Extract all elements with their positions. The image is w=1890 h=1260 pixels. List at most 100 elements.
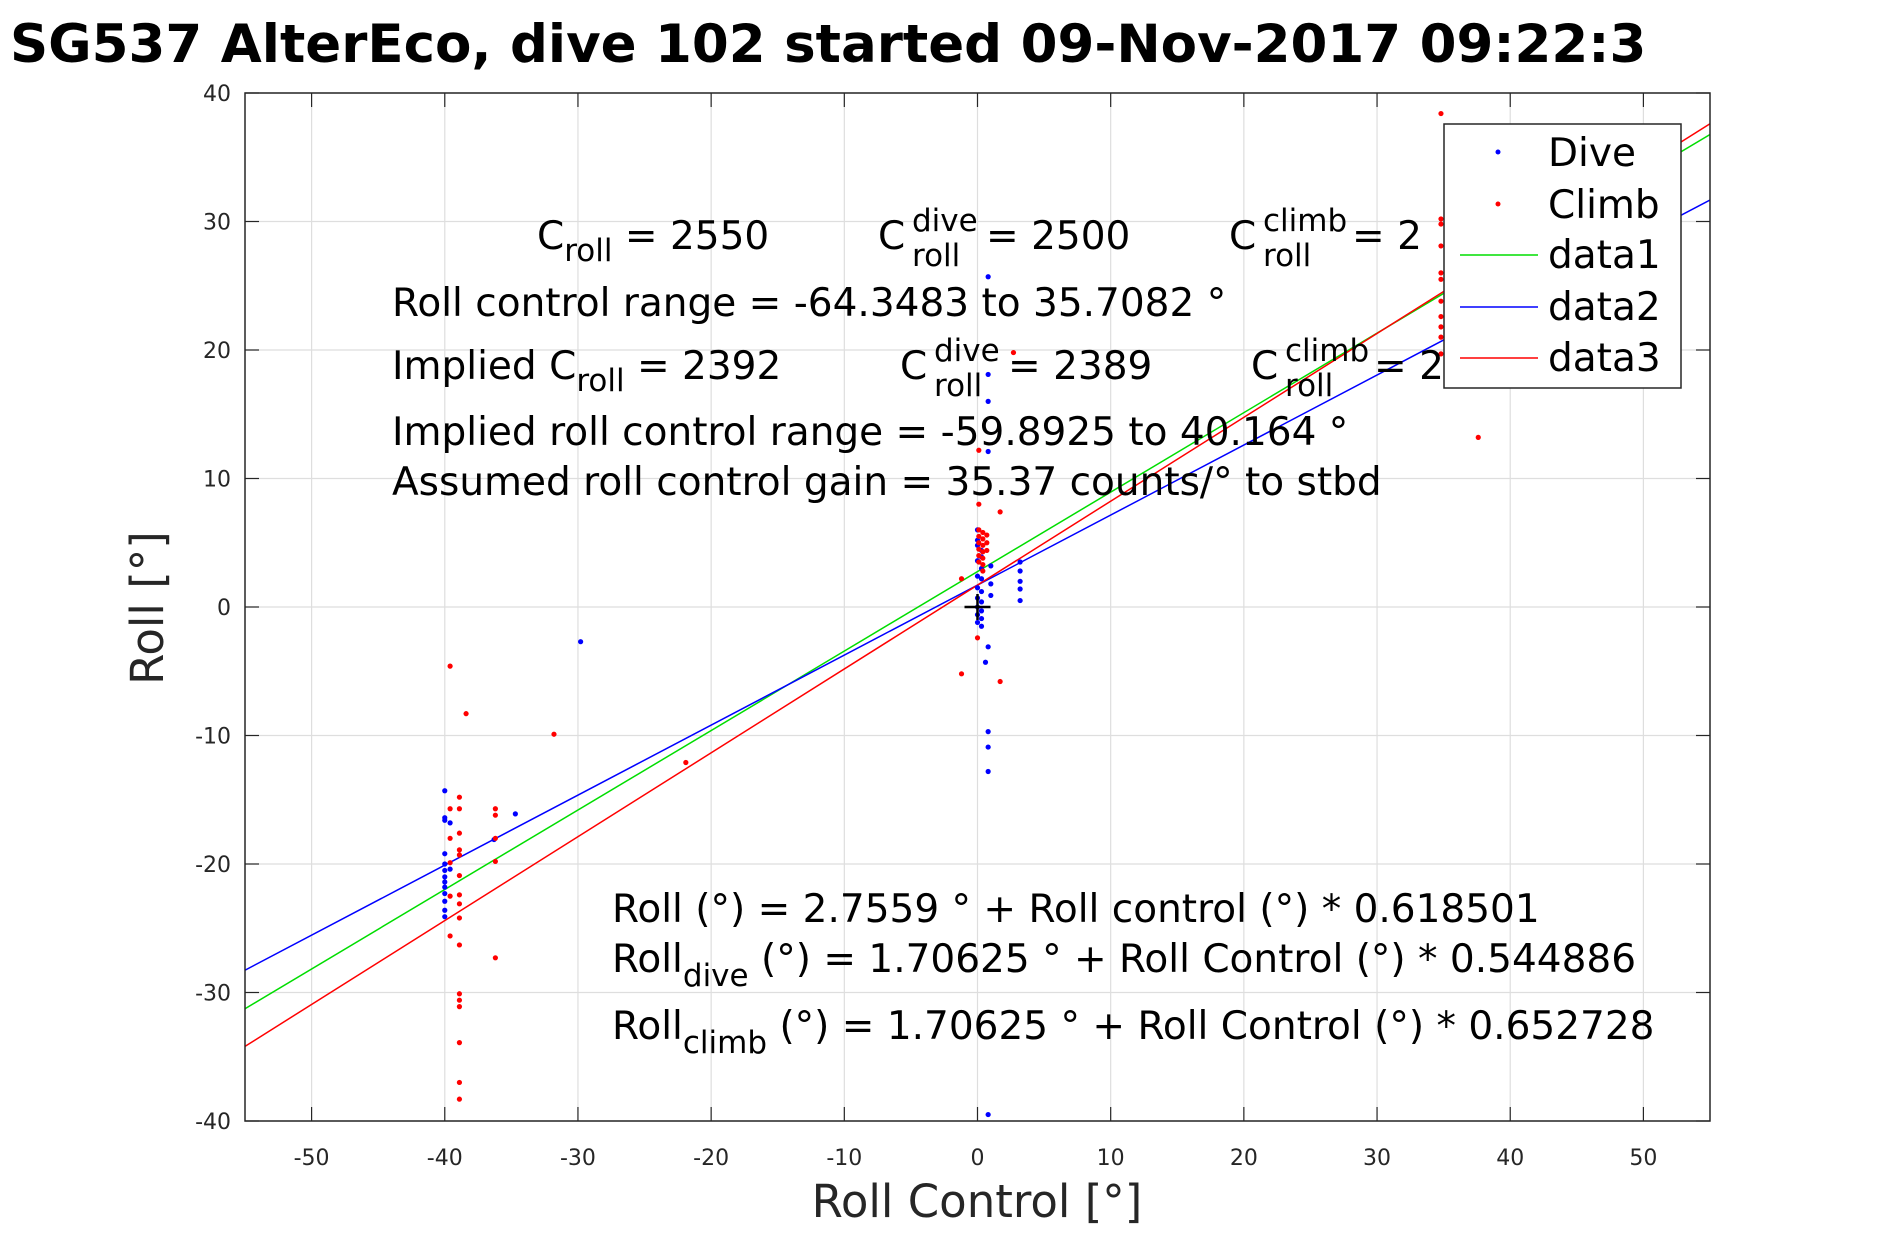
chart-title: SG537 AlterEco, dive 102 started 09-Nov-…	[10, 14, 1646, 75]
point-dive	[442, 914, 448, 920]
point-climb	[447, 860, 453, 866]
point-climb	[976, 540, 982, 546]
annotation-implied-c-roll-dive: C dive roll = 2389	[900, 333, 1152, 404]
point-dive	[447, 820, 453, 826]
point-dive	[442, 867, 448, 874]
annotation-c-roll: Croll = 2550	[537, 214, 769, 269]
point-dive	[978, 576, 985, 582]
point-climb	[980, 542, 986, 548]
y-tick-label: -30	[195, 982, 231, 1007]
point-dive	[442, 884, 448, 890]
x-tick-label: 40	[1496, 1146, 1524, 1171]
point-climb	[1438, 270, 1444, 276]
point-climb	[463, 711, 469, 717]
point-climb	[984, 532, 990, 538]
point-climb	[447, 663, 453, 669]
point-climb	[447, 806, 453, 812]
legend-item-data2: data2	[1460, 285, 1661, 330]
svg-text:C: C	[878, 214, 905, 259]
point-dive	[985, 274, 991, 280]
annotation-implied-c-roll-climb: C climb roll = 2	[1251, 333, 1444, 404]
point-dive	[982, 659, 989, 665]
annotation-fit-all: Roll (°) = 2.7559 ° + Roll control (°) *…	[612, 887, 1540, 932]
point-dive	[1017, 586, 1023, 592]
svg-text:= 2389: = 2389	[1008, 344, 1152, 389]
y-tick-label: -10	[195, 725, 231, 750]
point-climb	[456, 847, 463, 853]
point-climb	[492, 858, 498, 865]
point-dive	[974, 619, 981, 626]
svg-text:dive: dive	[934, 333, 1000, 369]
point-climb	[980, 568, 986, 574]
legend-item-data3: data3	[1460, 336, 1661, 381]
point-climb	[456, 806, 463, 812]
legend-item-dive: Dive	[1495, 131, 1636, 176]
point-climb	[980, 536, 986, 542]
point-climb	[1438, 334, 1444, 340]
y-axis-label: Roll [°]	[121, 531, 174, 685]
annotation-implied-c-roll: Implied Croll = 2392	[392, 344, 781, 399]
x-tick-label: 30	[1363, 1146, 1391, 1171]
annotation-implied-range: Implied roll control range = -59.8925 to…	[392, 410, 1348, 455]
point-climb	[976, 546, 982, 552]
point-climb	[1438, 221, 1444, 227]
point-climb	[1438, 216, 1444, 222]
svg-text:roll: roll	[912, 238, 960, 274]
legend-label-data2: data2	[1548, 285, 1661, 330]
point-dive	[578, 639, 584, 645]
point-climb	[976, 559, 982, 565]
point-dive	[447, 866, 453, 872]
y-tick-label: 10	[203, 468, 231, 493]
point-dive	[442, 851, 448, 857]
point-climb	[958, 576, 965, 582]
point-climb	[456, 1079, 463, 1086]
x-tick-label: -30	[560, 1146, 596, 1171]
legend: Dive Climb data1 data2 data3	[1443, 123, 1682, 389]
point-dive	[978, 608, 985, 614]
point-dive	[985, 371, 991, 378]
point-climb	[1438, 324, 1444, 330]
point-climb	[456, 794, 463, 800]
point-dive	[985, 644, 991, 650]
annotation-c-roll-climb: C climb roll = 2	[1229, 203, 1422, 274]
point-climb	[976, 533, 982, 539]
svg-text:= 2500: = 2500	[986, 214, 1130, 259]
point-climb	[976, 553, 982, 559]
point-dive	[985, 744, 991, 750]
point-dive	[442, 861, 448, 867]
point-climb	[974, 635, 981, 641]
legend-swatch-dive	[1495, 149, 1501, 155]
point-climb	[1438, 313, 1444, 320]
point-dive	[988, 563, 994, 569]
point-climb	[456, 901, 463, 907]
svg-text:roll: roll	[1263, 238, 1311, 274]
svg-text:C: C	[900, 344, 927, 389]
svg-text:climb: climb	[1263, 203, 1347, 239]
point-dive	[1017, 568, 1023, 574]
svg-text:roll: roll	[1285, 368, 1333, 404]
legend-label-data1: data1	[1548, 233, 1661, 278]
point-climb	[997, 509, 1003, 515]
point-climb	[1438, 276, 1444, 282]
point-climb	[1010, 349, 1017, 356]
x-tick-label: 0	[971, 1146, 985, 1171]
origin-marker	[964, 594, 991, 620]
point-climb	[984, 547, 990, 554]
axis-ticks	[245, 92, 1710, 1122]
legend-box	[1443, 123, 1682, 389]
annotations: Croll = 2550 C dive roll = 2500 C climb …	[392, 203, 1654, 1061]
point-climb	[456, 1040, 463, 1046]
annotation-gain: Assumed roll control gain = 35.37 counts…	[392, 460, 1382, 505]
y-tick-label: 0	[217, 596, 231, 621]
point-climb	[447, 835, 453, 841]
legend-label-climb: Climb	[1548, 183, 1660, 228]
x-tick-label: 50	[1629, 1146, 1657, 1171]
point-dive	[442, 890, 448, 897]
svg-text:dive: dive	[912, 203, 978, 239]
point-dive	[985, 729, 991, 735]
svg-text:roll: roll	[934, 368, 982, 404]
x-tick-label: 10	[1097, 1146, 1125, 1171]
point-climb	[456, 892, 463, 898]
point-dive	[442, 788, 448, 794]
